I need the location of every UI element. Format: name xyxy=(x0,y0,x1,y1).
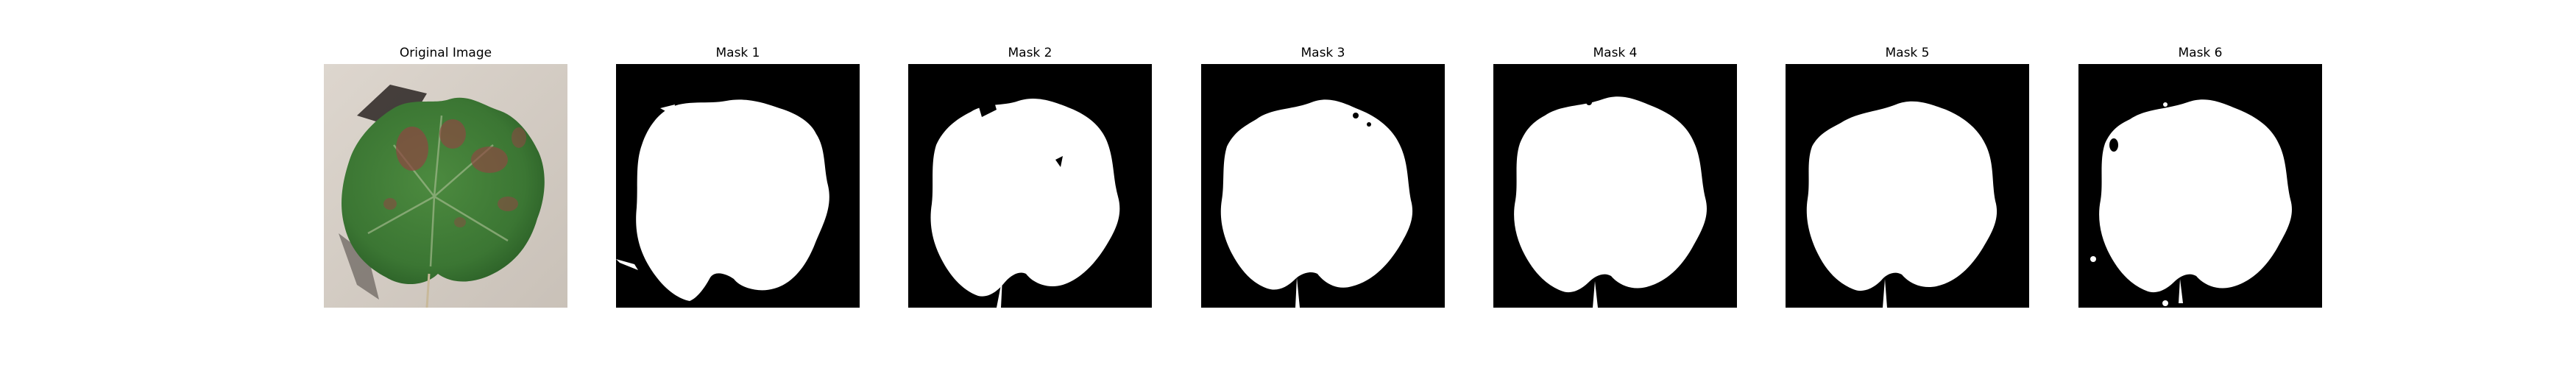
mask-image xyxy=(1786,64,2029,308)
mask-image xyxy=(1493,64,1737,308)
mask-image xyxy=(2078,64,2322,308)
panel-title: Mask 2 xyxy=(908,46,1152,60)
panel-title: Mask 1 xyxy=(616,46,860,60)
panel-mask-2: Mask 2 xyxy=(908,0,1152,368)
panel-mask-1: Mask 1 xyxy=(616,0,860,368)
panel-title: Mask 4 xyxy=(1493,46,1737,60)
panel-mask-6: Mask 6 xyxy=(2078,0,2322,368)
mask-image xyxy=(616,64,860,308)
panel-title: Mask 3 xyxy=(1201,46,1445,60)
panel-title: Original Image xyxy=(324,46,567,60)
mask-image xyxy=(908,64,1152,308)
original-leaf-photo xyxy=(324,64,567,308)
panel-title: Mask 6 xyxy=(2078,46,2322,60)
panel-original-image: Original Image xyxy=(324,0,567,368)
mask-image xyxy=(1201,64,1445,308)
panel-title: Mask 5 xyxy=(1786,46,2029,60)
panel-mask-3: Mask 3 xyxy=(1201,0,1445,368)
panel-mask-5: Mask 5 xyxy=(1786,0,2029,368)
panel-mask-4: Mask 4 xyxy=(1493,0,1737,368)
